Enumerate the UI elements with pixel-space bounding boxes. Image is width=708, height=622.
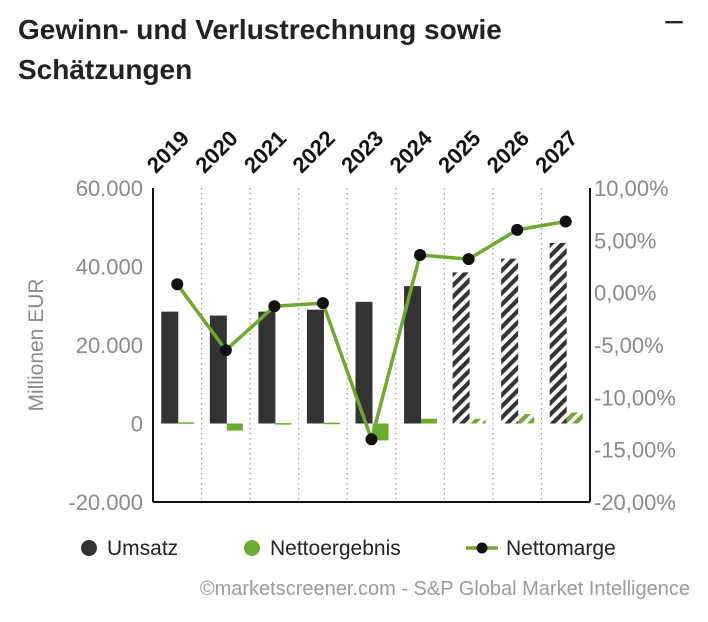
y2-tick-label: 5,00% — [594, 228, 656, 253]
bar-nettoergebnis-2022[interactable] — [323, 422, 340, 425]
y-tick-label: -20.000 — [68, 490, 143, 515]
bar-umsatz-2023[interactable] — [355, 301, 373, 424]
marker-nettomarge-2025[interactable] — [462, 253, 475, 266]
x-tick-label: 2026 — [482, 126, 534, 178]
y-axis-title: Millionen EUR — [25, 278, 48, 411]
x-tick-label: 2019 — [142, 126, 194, 178]
legend-nettoergebnis-icon — [244, 540, 260, 556]
bar-nettoergebnis-2024[interactable] — [421, 418, 438, 424]
legend-nettoergebnis-label[interactable]: Nettoergebnis — [270, 537, 401, 560]
x-tick-label: 2022 — [287, 126, 339, 178]
marker-nettomarge-2023[interactable] — [365, 433, 378, 446]
bar-nettoergebnis-2020[interactable] — [226, 423, 243, 431]
bar-umsatz-2022[interactable] — [306, 309, 324, 424]
x-tick-label: 2021 — [239, 126, 291, 178]
legend-umsatz-icon — [81, 540, 97, 556]
chart-title: Gewinn- und Verlustrechnung sowie Schätz… — [18, 14, 502, 85]
x-tick-label: 2024 — [385, 125, 438, 178]
y2-tick-label: -10,00% — [594, 385, 676, 410]
bar-umsatz-2020[interactable] — [209, 315, 227, 424]
bar-umsatz-2027[interactable] — [549, 242, 567, 424]
bar-nettoergebnis-2019[interactable] — [178, 422, 195, 424]
bar-umsatz-2024[interactable] — [404, 286, 422, 424]
bar-umsatz-2019[interactable] — [161, 311, 179, 424]
marker-nettomarge-2027[interactable] — [559, 215, 572, 228]
marker-nettomarge-2024[interactable] — [414, 248, 427, 261]
x-tick-label: 2020 — [190, 126, 242, 178]
bar-umsatz-2026[interactable] — [501, 258, 519, 424]
x-tick-label: 2025 — [433, 126, 485, 178]
x-tick-label: 2023 — [336, 126, 388, 178]
y2-tick-label: 10,00% — [594, 176, 669, 201]
y2-tick-label: -5,00% — [594, 333, 664, 358]
bar-umsatz-2025[interactable] — [452, 272, 470, 424]
y2-tick-label: -20,00% — [594, 490, 676, 515]
bar-nettoergebnis-2027[interactable] — [566, 412, 583, 424]
bar-nettoergebnis-2026[interactable] — [518, 414, 535, 424]
y-tick-label: 20.000 — [76, 333, 143, 358]
marker-nettomarge-2026[interactable] — [511, 223, 524, 236]
marker-nettomarge-2020[interactable] — [219, 344, 232, 357]
legend-umsatz-label[interactable]: Umsatz — [107, 537, 178, 560]
legend-nettomarge-label[interactable]: Nettomarge — [506, 537, 616, 560]
marker-nettomarge-2019[interactable] — [171, 278, 184, 291]
y2-tick-label: -15,00% — [594, 438, 676, 463]
y2-tick-label: 0,00% — [594, 281, 656, 306]
source-credit: ©marketscreener.com - S&P Global Market … — [199, 578, 690, 600]
legend-nettomarge-icon — [476, 542, 488, 554]
marker-nettomarge-2022[interactable] — [316, 297, 329, 310]
marker-nettomarge-2021[interactable] — [268, 300, 281, 313]
y-tick-label: 40.000 — [76, 255, 143, 280]
bar-umsatz-2021[interactable] — [258, 311, 276, 424]
y-tick-label: 0 — [131, 412, 143, 437]
x-tick-label: 2027 — [530, 126, 582, 178]
minus-icon[interactable]: − — [662, 5, 686, 38]
bar-nettoergebnis-2025[interactable] — [469, 418, 486, 424]
bar-nettoergebnis-2021[interactable] — [275, 423, 292, 425]
y-tick-label: 60.000 — [76, 176, 143, 201]
